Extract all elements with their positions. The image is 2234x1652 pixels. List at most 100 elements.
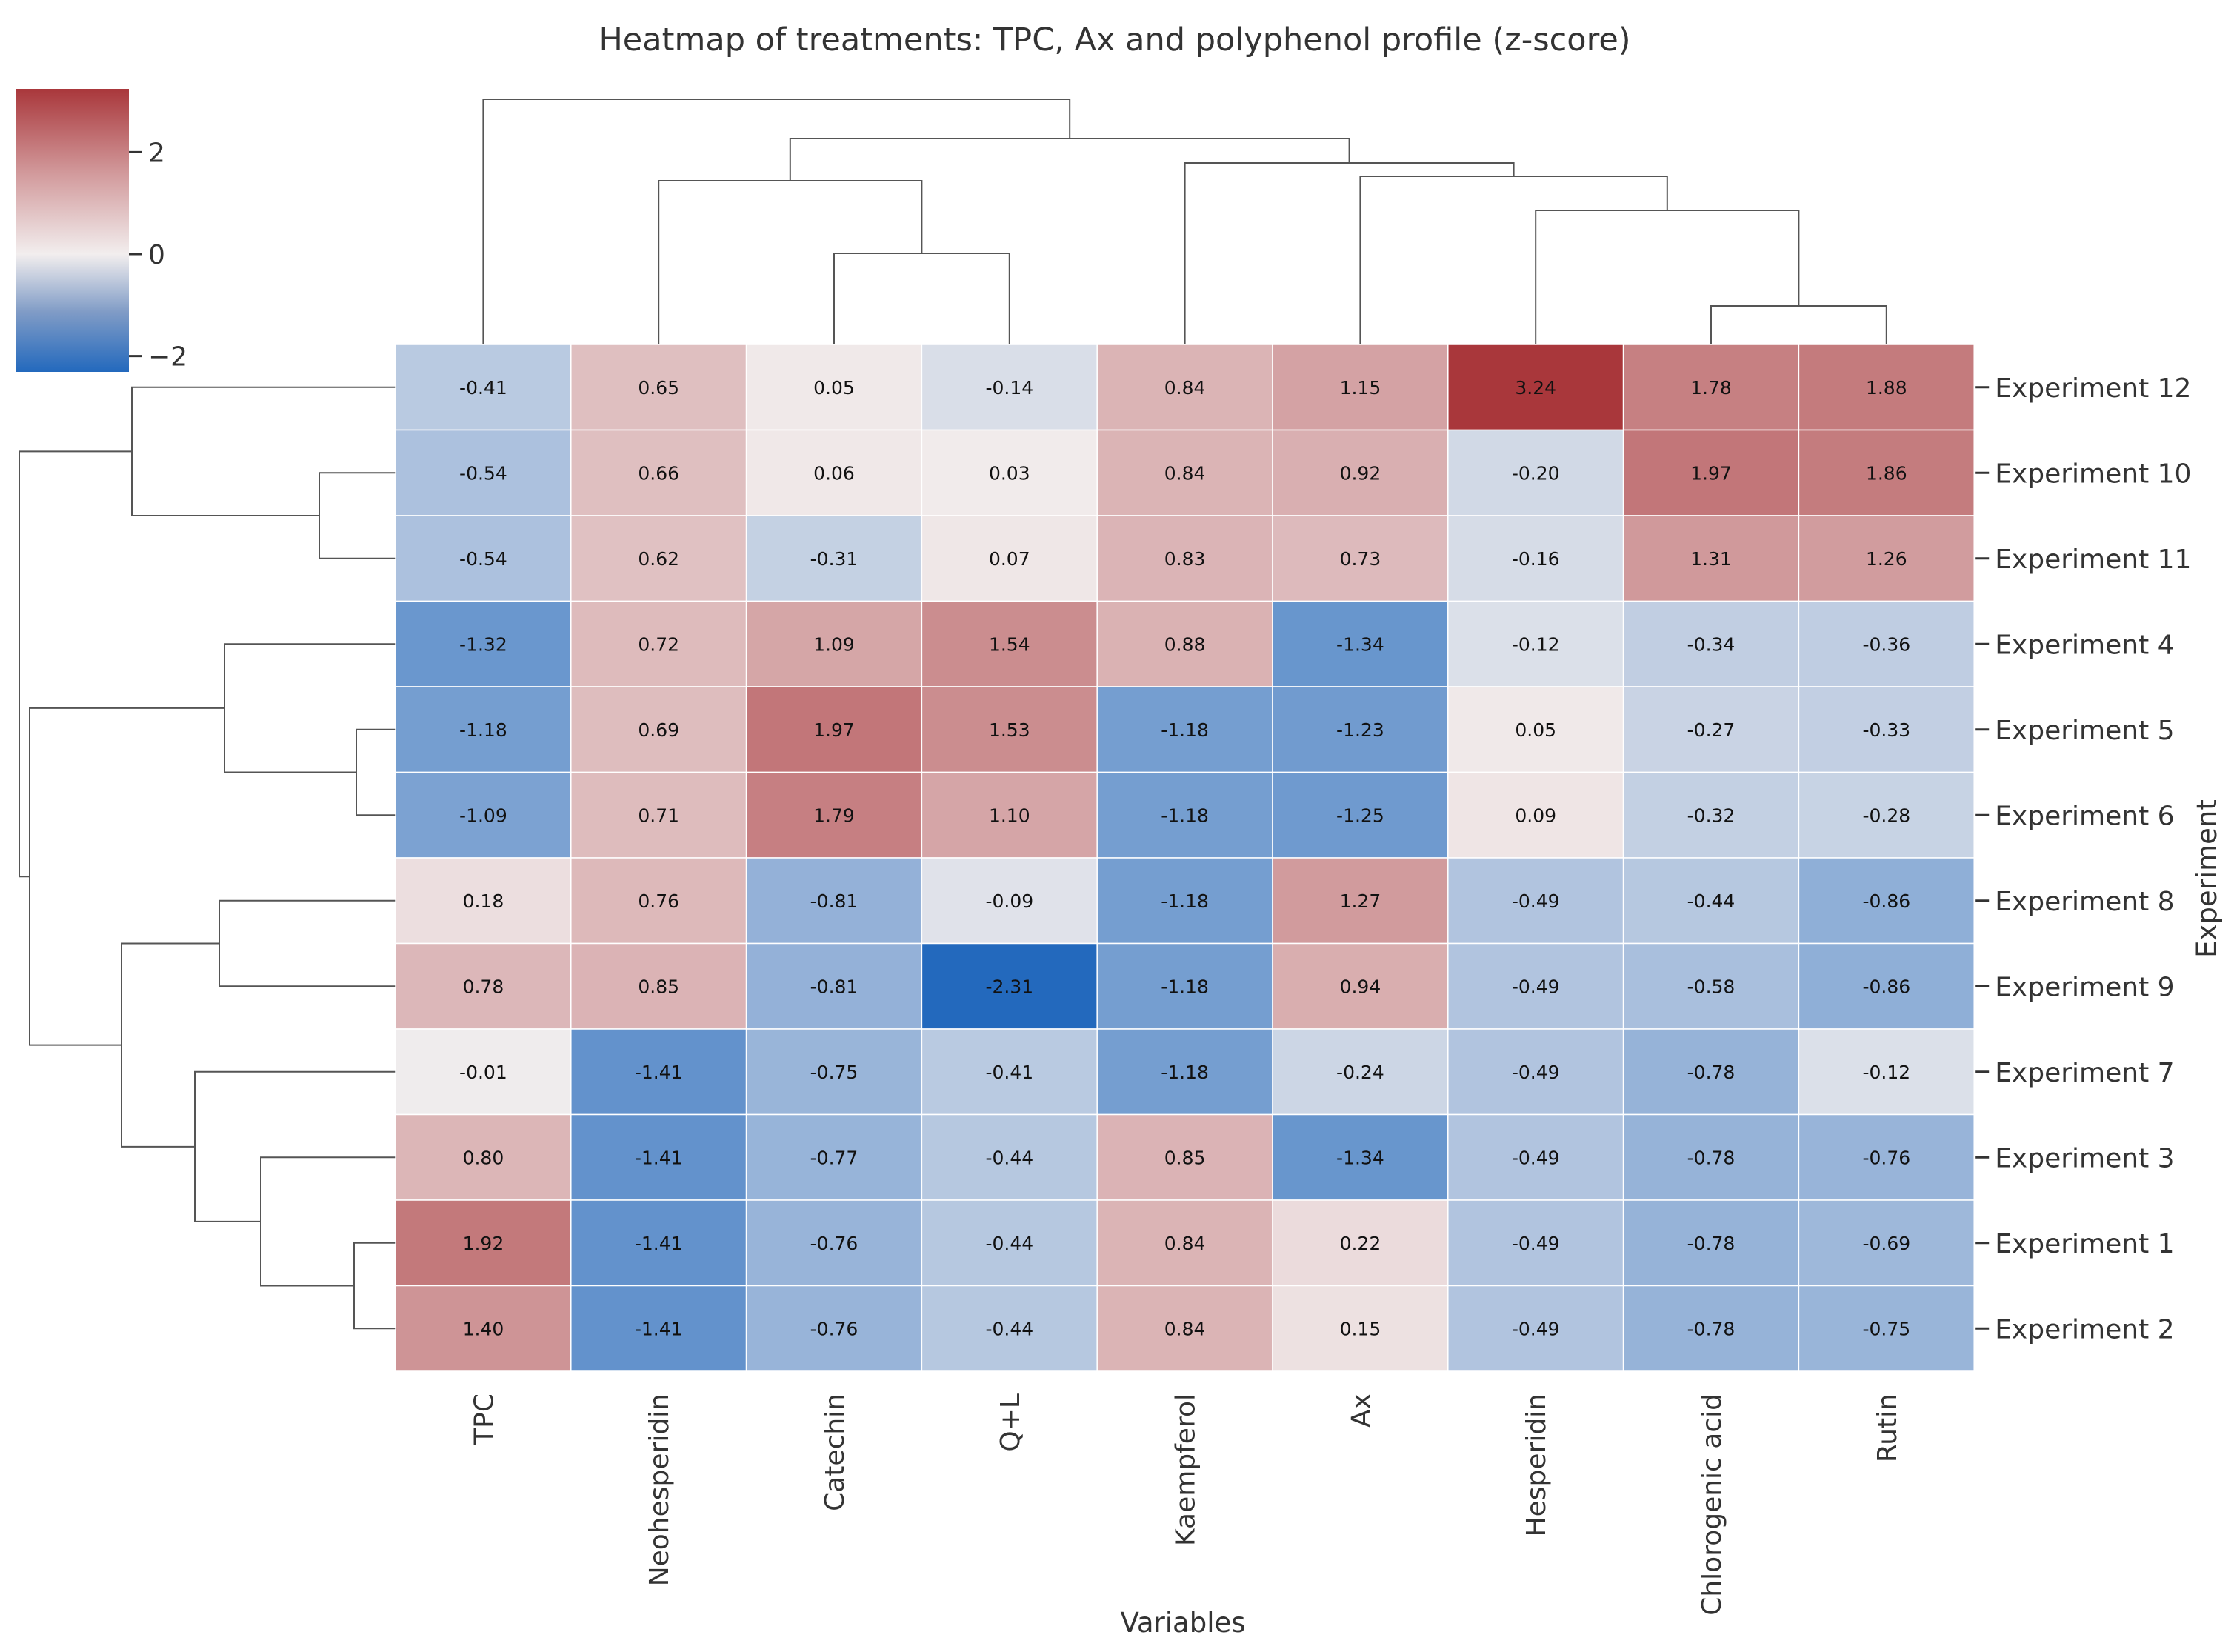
column-tick-label: Neohesperidin <box>644 1393 675 1586</box>
heatmap-cell: 0.78 <box>395 942 572 1030</box>
cell-value-label: -0.41 <box>985 1062 1033 1083</box>
cell-value-label: -0.44 <box>985 1318 1033 1339</box>
heatmap-cell: -0.49 <box>1447 1199 1624 1287</box>
colorbar: 2 0 −2 <box>16 89 187 373</box>
heatmap-cell: 0.92 <box>1272 429 1449 516</box>
row-dendrogram-link <box>319 472 396 559</box>
heatmap-cell: -0.44 <box>1622 857 1800 945</box>
heatmap-cell: -1.41 <box>570 1113 747 1201</box>
cell-value-label: -0.24 <box>1336 1062 1384 1083</box>
cell-value-label: -1.23 <box>1336 719 1384 741</box>
cell-value-label: 0.84 <box>1164 1233 1206 1254</box>
cell-value-label: 0.62 <box>638 548 679 570</box>
heatmap-cell: 0.69 <box>570 686 747 773</box>
heatmap-cell: -0.77 <box>745 1113 923 1201</box>
heatmap-cell: -0.24 <box>1272 1028 1449 1116</box>
heatmap-cell: -0.86 <box>1798 942 1975 1030</box>
heatmap-cell: 0.84 <box>1096 429 1273 516</box>
column-tick-label: Chlorogenic acid <box>1697 1393 1727 1616</box>
row-dendrogram-link <box>121 942 219 1148</box>
cell-value-label: -2.31 <box>985 976 1033 997</box>
heatmap-cell: 0.05 <box>745 344 923 431</box>
cell-value-label: -1.18 <box>1161 976 1209 997</box>
heatmap-cell: -0.32 <box>1622 771 1800 859</box>
cell-value-label: -1.41 <box>635 1233 683 1254</box>
heatmap-cell: -0.49 <box>1447 1113 1624 1201</box>
heatmap-cell: 0.22 <box>1272 1199 1449 1287</box>
colorbar-tick-label: 0 <box>148 240 165 270</box>
heatmap-cell: 1.79 <box>745 771 923 859</box>
cell-value-label: 0.09 <box>1515 805 1556 826</box>
cell-value-label: 1.10 <box>989 805 1030 826</box>
heatmap-cell: 1.27 <box>1272 857 1449 945</box>
colorbar-gradient <box>16 89 129 372</box>
column-dendrogram-link <box>789 138 1350 181</box>
cell-value-label: -0.36 <box>1862 633 1910 655</box>
cell-value-label: -1.18 <box>459 719 507 741</box>
cell-value-label: -0.78 <box>1687 1062 1735 1083</box>
heatmap-cell: -0.09 <box>921 857 1098 945</box>
heatmap-cell: 0.80 <box>395 1113 572 1201</box>
cell-value-label: -1.09 <box>459 805 507 826</box>
heatmap-cell: 1.54 <box>921 600 1098 687</box>
row-dendrogram-link <box>224 643 396 773</box>
cell-value-label: -0.49 <box>1512 1062 1560 1083</box>
heatmap-cell: -0.34 <box>1622 600 1800 687</box>
heatmap-cell: -1.18 <box>1096 857 1273 945</box>
cell-value-label: -0.78 <box>1687 1233 1735 1254</box>
cell-value-label: -0.20 <box>1512 462 1560 484</box>
cell-value-label: 1.26 <box>1866 548 1907 570</box>
heatmap-cell: -1.34 <box>1272 1113 1449 1201</box>
cell-value-label: -0.28 <box>1862 805 1910 826</box>
cell-value-label: -0.16 <box>1512 548 1560 570</box>
cell-value-label: 1.54 <box>989 633 1030 655</box>
cell-value-label: -0.01 <box>459 1062 507 1083</box>
cell-value-label: 1.97 <box>1690 462 1732 484</box>
heatmap-cell: -1.32 <box>395 600 572 687</box>
heatmap-cell: 1.97 <box>1622 429 1800 516</box>
heatmap-cell: -0.78 <box>1622 1028 1800 1116</box>
heatmap-cell: 1.78 <box>1622 344 1800 431</box>
heatmap-cell: -0.36 <box>1798 600 1975 687</box>
heatmap-cell: -2.31 <box>921 942 1098 1030</box>
heatmap-cell: -1.18 <box>1096 771 1273 859</box>
row-dendrogram <box>19 386 396 1330</box>
cell-value-label: -0.14 <box>985 377 1033 399</box>
cell-value-label: -1.34 <box>1336 1147 1384 1168</box>
row-tick-label: Experiment 9 <box>1995 972 2174 1002</box>
heatmap-cell: -0.49 <box>1447 942 1624 1030</box>
heatmap-cell: 0.94 <box>1272 942 1449 1030</box>
y-axis-title: Experiment <box>2191 799 2223 958</box>
cell-value-label: -0.44 <box>1687 890 1735 912</box>
heatmap-cell: 1.10 <box>921 771 1098 859</box>
cell-value-label: 1.53 <box>989 719 1030 741</box>
cell-value-label: -0.86 <box>1862 890 1910 912</box>
heatmap-cell: 0.85 <box>570 942 747 1030</box>
cell-value-label: 0.03 <box>989 462 1030 484</box>
heatmap-cell: -0.28 <box>1798 771 1975 859</box>
column-dendrogram-link <box>1184 162 1515 344</box>
row-dendrogram-link <box>131 386 396 516</box>
row-tick-label: Experiment 5 <box>1995 716 2174 746</box>
heatmap-cell: -0.75 <box>1798 1285 1975 1372</box>
heatmap-cell: -0.33 <box>1798 686 1975 773</box>
heatmap-cell: -1.41 <box>570 1028 747 1116</box>
heatmap-cell: 0.71 <box>570 771 747 859</box>
heatmap-cell: 0.15 <box>1272 1285 1449 1372</box>
heatmap-cell: -0.16 <box>1447 515 1624 602</box>
cell-value-label: -0.49 <box>1512 890 1560 912</box>
heatmap-cell: -0.12 <box>1798 1028 1975 1116</box>
heatmap-cell: 0.83 <box>1096 515 1273 602</box>
heatmap-cell: 0.18 <box>395 857 572 945</box>
heatmap-cell: 0.03 <box>921 429 1098 516</box>
heatmap-cell: -1.18 <box>1096 942 1273 1030</box>
cell-value-label: -0.81 <box>810 890 858 912</box>
row-tick-label: Experiment 2 <box>1995 1314 2174 1345</box>
heatmap-cell: -0.75 <box>745 1028 923 1116</box>
heatmap-cell: 1.53 <box>921 686 1098 773</box>
cell-value-label: -0.49 <box>1512 1233 1560 1254</box>
cell-value-label: -0.78 <box>1687 1147 1735 1168</box>
cell-value-label: -1.32 <box>459 633 507 655</box>
cell-value-label: 1.40 <box>463 1318 504 1339</box>
row-dendrogram-link <box>29 707 224 1046</box>
